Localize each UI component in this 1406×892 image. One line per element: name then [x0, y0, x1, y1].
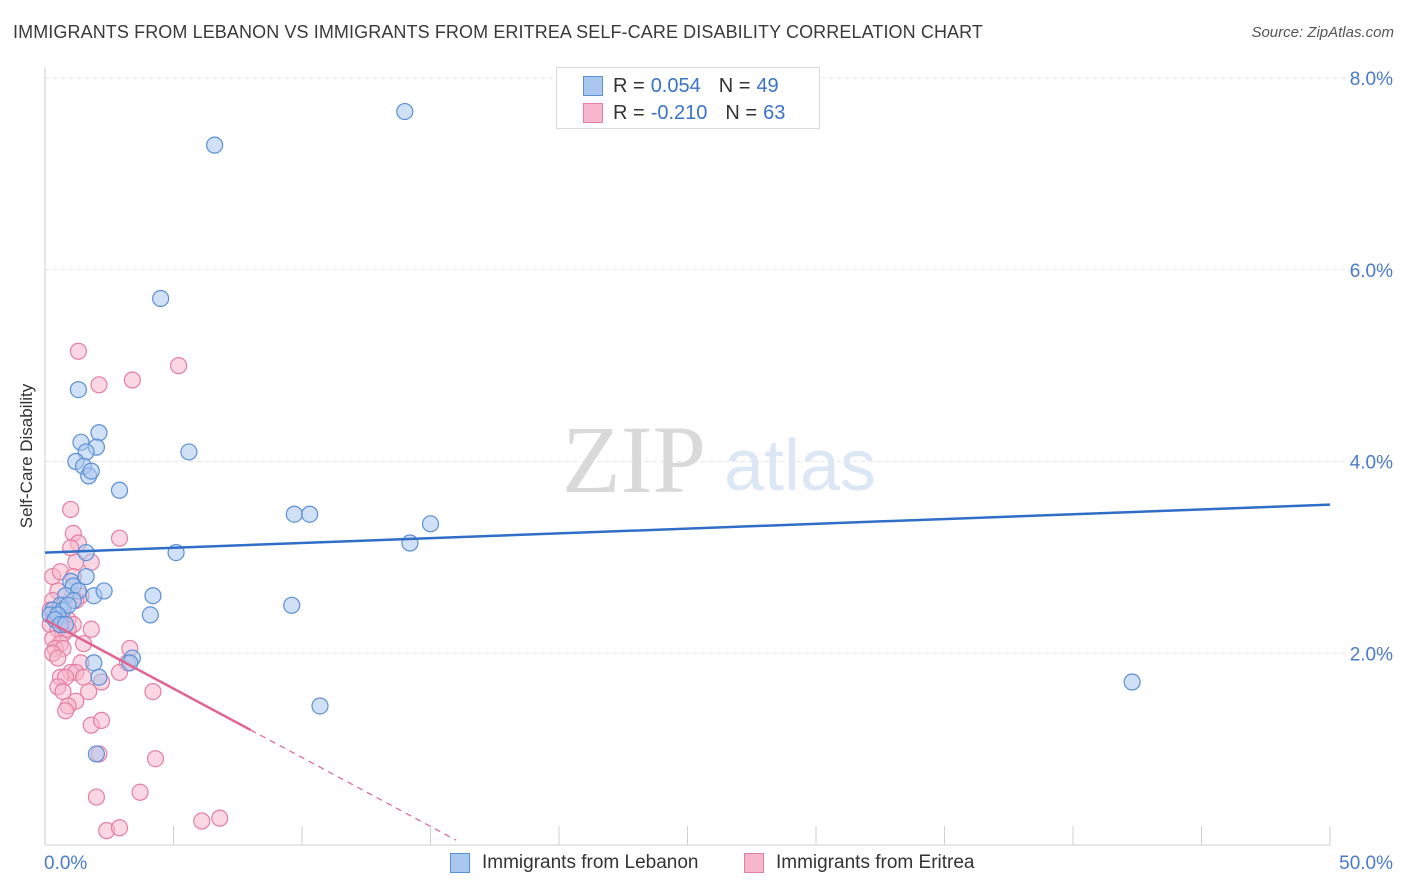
lebanon-point: [77, 543, 95, 562]
lebanon-point: [421, 515, 440, 533]
eritrea-point: [131, 783, 149, 801]
x-tick-label: 50.0%: [1339, 853, 1393, 874]
eritrea-point: [80, 682, 98, 701]
y-tick-label: 8.0%: [1350, 69, 1393, 90]
eritrea-trend-extension: [250, 729, 457, 841]
eritrea-point: [92, 711, 111, 729]
eritrea-point: [56, 702, 75, 720]
source-label: Source: ZipAtlas.com: [1251, 24, 1394, 41]
grid-lines: [45, 77, 1392, 654]
eritrea-point: [69, 342, 88, 360]
r-label: R =: [613, 74, 645, 97]
legend-item-lebanon[interactable]: Immigrants from Lebanon: [450, 852, 699, 874]
correlation-legend: R = 0.054 N = 49 R = -0.210 N = 63: [556, 67, 820, 129]
eritrea-swatch: [744, 853, 764, 873]
axes: [44, 67, 1331, 846]
eritrea-point: [82, 620, 100, 638]
legend-label-eritrea: Immigrants from Eritrea: [776, 852, 975, 873]
lebanon-point: [85, 654, 103, 672]
eritrea-point: [170, 357, 188, 375]
eritrea-point: [123, 371, 141, 389]
eritrea-point: [87, 788, 106, 806]
lebanon-point: [152, 289, 170, 308]
y-tick-label: 4.0%: [1350, 453, 1393, 474]
data-points: [41, 102, 1141, 840]
lebanon-point: [110, 481, 129, 499]
lebanon-point: [180, 443, 198, 461]
eritrea-point: [62, 500, 80, 519]
lebanon-point: [90, 668, 108, 686]
lebanon-point: [69, 380, 88, 399]
n-value: 63: [763, 101, 786, 124]
watermark-atlas: atlas: [724, 426, 876, 506]
eritrea-point: [62, 539, 80, 557]
lebanon-point: [285, 505, 303, 523]
lebanon-point: [206, 136, 224, 154]
lebanon-swatch: [583, 76, 603, 96]
lebanon-swatch: [450, 853, 470, 873]
eritrea-point: [211, 809, 229, 827]
x-tick-label: 0.0%: [44, 853, 87, 874]
lebanon-point: [1123, 673, 1141, 691]
tick-labels: 2.0% 4.0% 6.0% 8.0% 0.0% 50.0%: [44, 69, 1393, 874]
lebanon-point: [396, 102, 414, 121]
eritrea-trend-line: [44, 618, 252, 732]
lebanon-point: [144, 587, 162, 605]
n-label: N =: [718, 74, 751, 97]
eritrea-point: [49, 649, 67, 667]
lebanon-point: [401, 534, 419, 552]
legend-row-eritrea: R = -0.210 N = 63: [557, 100, 785, 126]
trend-lines: [44, 503, 1331, 841]
r-value: -0.210: [650, 101, 708, 124]
lebanon-point: [82, 462, 100, 480]
chart-title: IMMIGRANTS FROM LEBANON VS IMMIGRANTS FR…: [13, 22, 984, 42]
lebanon-point: [301, 505, 319, 523]
r-value: 0.054: [650, 74, 701, 97]
lebanon-point: [95, 582, 113, 600]
lebanon-point: [90, 424, 108, 442]
eritrea-point: [110, 529, 129, 547]
eritrea-point: [74, 668, 93, 686]
legend-label-lebanon: Immigrants from Lebanon: [482, 852, 699, 873]
eritrea-point: [90, 376, 108, 394]
eritrea-point: [144, 682, 162, 701]
lebanon-point: [141, 606, 159, 624]
n-value: 49: [756, 74, 779, 97]
eritrea-point: [110, 819, 129, 837]
lebanon-point: [87, 745, 106, 763]
legend-item-eritrea[interactable]: Immigrants from Eritrea: [744, 852, 974, 874]
eritrea-swatch: [583, 103, 603, 123]
lebanon-point: [77, 567, 95, 586]
n-label: N =: [725, 101, 758, 124]
r-label: R =: [613, 101, 645, 124]
y-tick-label: 6.0%: [1350, 261, 1393, 282]
eritrea-point: [146, 750, 165, 768]
y-tick-label: 2.0%: [1350, 644, 1393, 665]
eritrea-point: [193, 812, 211, 830]
lebanon-point: [311, 697, 329, 715]
watermark-zip: ZIP: [562, 406, 706, 513]
lebanon-trend-line: [44, 503, 1331, 554]
lebanon-point: [283, 596, 301, 614]
legend-row-lebanon: R = 0.054 N = 49: [557, 73, 779, 99]
